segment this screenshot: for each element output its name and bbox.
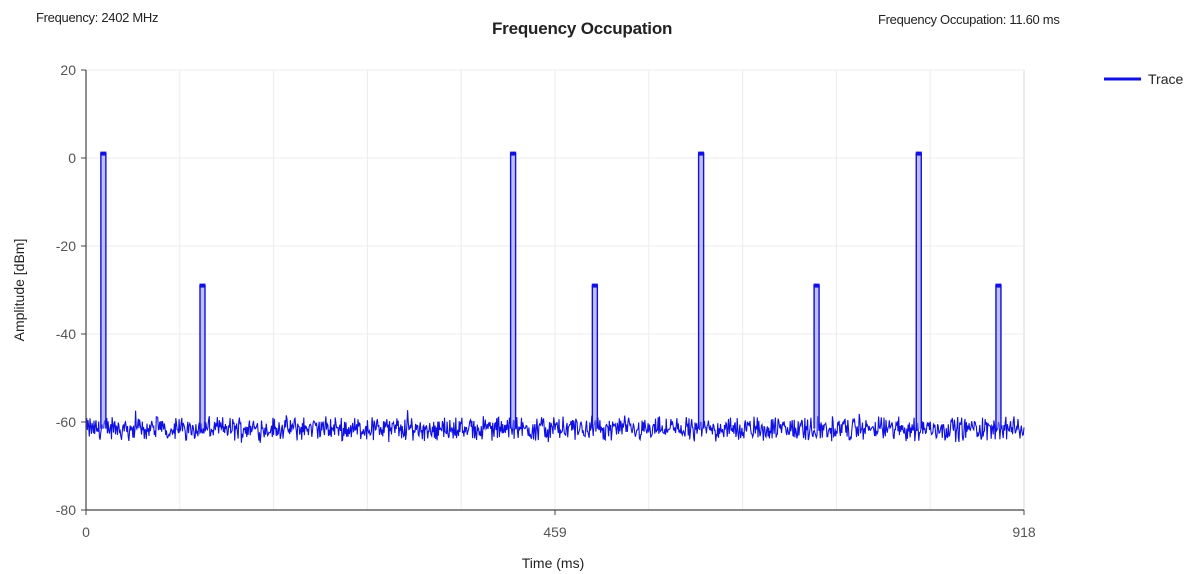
trace-pulse-peak	[100, 151, 107, 156]
trace-pulse	[915, 152, 922, 429]
y-tick-label: 0	[68, 150, 76, 166]
trace-noise-floor	[85, 410, 1025, 443]
trace-pulse-peak	[698, 151, 705, 156]
y-tick-label: -60	[56, 414, 76, 430]
occupation-readout: Frequency Occupation: 11.60 ms	[878, 12, 1060, 27]
trace-pulse	[591, 284, 599, 429]
trace-pulse	[199, 284, 206, 429]
trace-pulse	[509, 152, 517, 429]
y-tick-label: -80	[56, 502, 76, 518]
grid	[86, 69, 1025, 510]
trace-pulse-peak	[995, 283, 1002, 288]
trace-pulse	[100, 152, 107, 429]
y-tick-label: -20	[56, 238, 76, 254]
y-tick-label: 20	[60, 62, 76, 78]
trace-pulse-peak	[199, 283, 206, 288]
trace-pulse-peak	[510, 151, 517, 156]
chart-title: Frequency Occupation	[492, 19, 673, 38]
x-tick-label: 0	[82, 524, 90, 540]
y-tick-label: -40	[56, 326, 76, 342]
x-axis-label: Time (ms)	[522, 555, 584, 571]
trace-pulse	[697, 152, 705, 429]
x-tick-label: 459	[543, 524, 567, 540]
trace-pulse-peak	[915, 151, 922, 156]
y-axis-label: Amplitude [dBm]	[11, 239, 27, 342]
trace-pulse-peak	[813, 283, 820, 288]
trace-series	[85, 151, 1025, 443]
y-tick-labels: 20 0 -20 -40 -60 -80	[56, 62, 86, 518]
x-tick-labels: 0 459 918	[82, 510, 1036, 540]
legend-label: Trace	[1148, 71, 1183, 87]
frequency-readout: Frequency: 2402 MHz	[36, 10, 159, 25]
trace-pulse-peak	[591, 283, 598, 288]
legend: Trace	[1104, 71, 1183, 87]
trace-pulse	[813, 284, 820, 429]
trace-pulse	[995, 284, 1002, 429]
x-tick-label: 918	[1012, 524, 1036, 540]
